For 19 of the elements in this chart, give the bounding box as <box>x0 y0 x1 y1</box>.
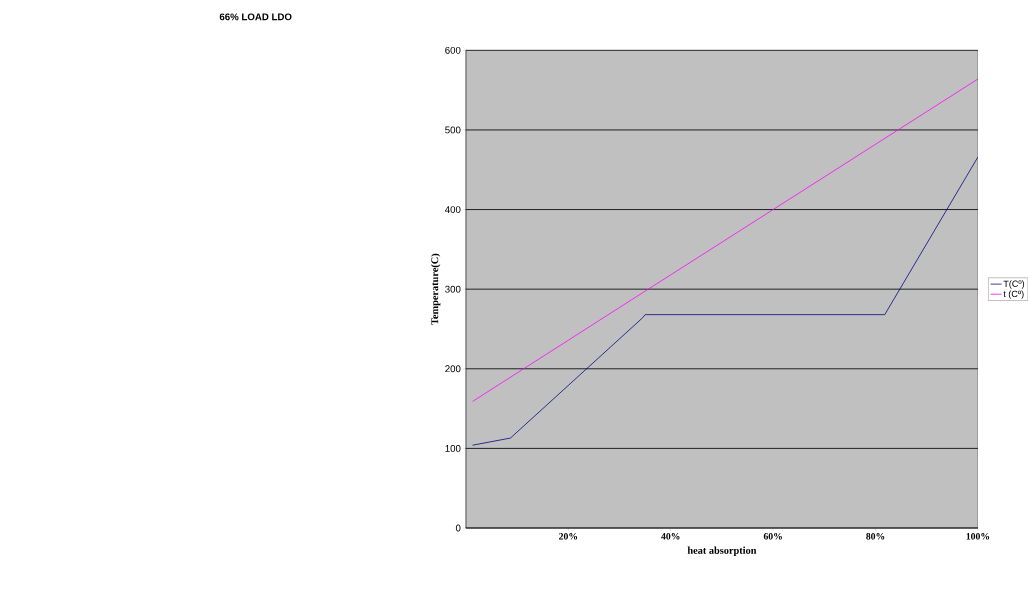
y-tick-label: 0 <box>455 524 461 532</box>
legend-label: T(Cº) <box>1003 280 1025 289</box>
x-tick-label: 20% <box>559 533 578 540</box>
text: 66% LOAD LDO <box>219 13 292 21</box>
y-tick-label: 100 <box>445 444 461 452</box>
y-tick-label: 300 <box>445 285 461 293</box>
x-tick-label: 100% <box>966 533 990 540</box>
y-axis-title: Temperature(C) <box>430 253 441 325</box>
x-tick-label: 80% <box>866 533 885 540</box>
y-tick-label: 200 <box>445 365 461 373</box>
y-tick-label: 400 <box>444 206 461 213</box>
x-tick-label: 40% <box>661 533 680 540</box>
line-series <box>472 78 978 402</box>
legend-label: t (Cº) <box>1003 290 1024 299</box>
line-series <box>472 156 978 446</box>
y-tick-label: 600 <box>445 46 461 54</box>
y-tick-label: 500 <box>445 126 461 134</box>
x-axis-title: heat absorption <box>687 546 757 556</box>
x-tick-label: 60% <box>763 533 782 540</box>
